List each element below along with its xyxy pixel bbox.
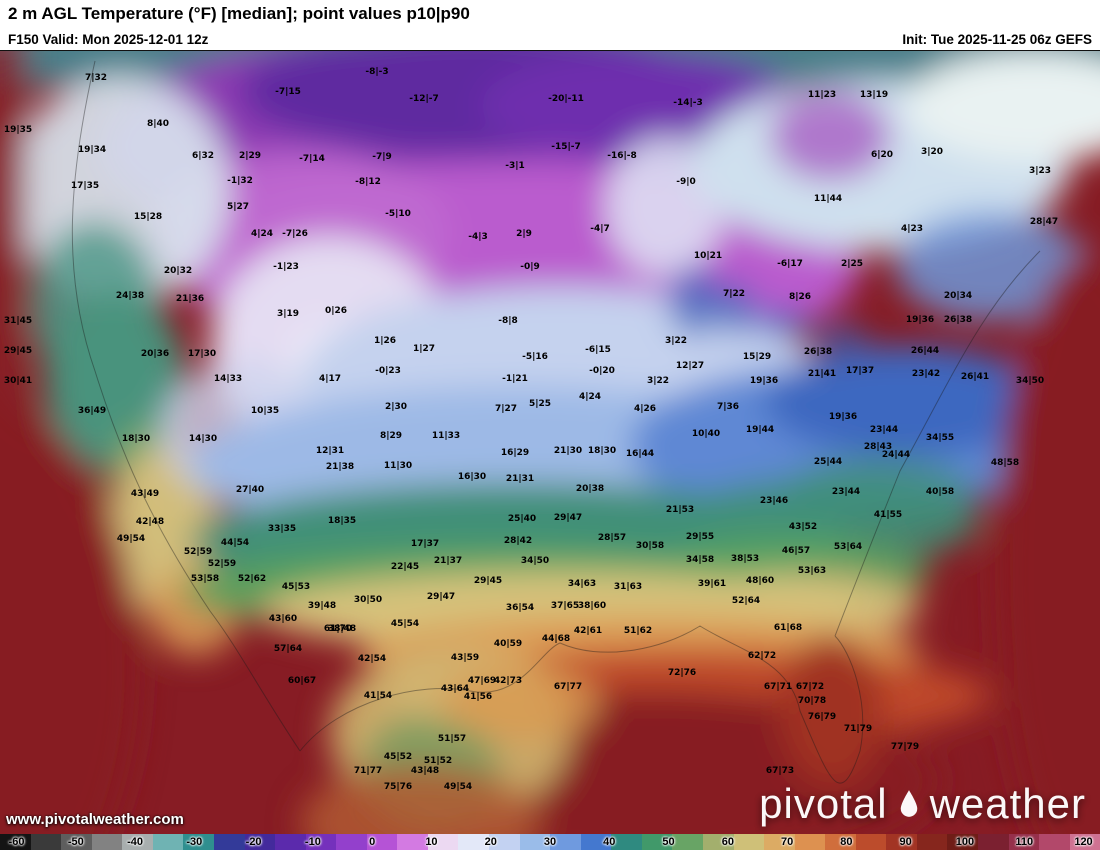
url-watermark: www.pivotalweather.com <box>6 811 184 828</box>
colorbar-segment <box>336 834 367 850</box>
colorbar-segment <box>244 834 276 850</box>
colorbar-segment <box>366 834 398 850</box>
temperature-field <box>0 51 1100 834</box>
subtitle-bar: F150 Valid: Mon 2025-12-01 12z Init: Tue… <box>0 28 1100 51</box>
init-time-label: Init: Tue 2025-11-25 06z GEFS <box>902 31 1092 47</box>
colorbar-segment <box>794 834 826 850</box>
colorbar-segment <box>1039 834 1070 850</box>
colorbar-segments <box>0 834 1100 850</box>
colorbar-segment <box>855 834 887 850</box>
colorbar-segment <box>825 834 856 850</box>
colorbar-segment <box>489 834 520 850</box>
colorbar-segment <box>550 834 581 850</box>
colorbar-segment <box>61 834 92 850</box>
colorbar-segment <box>611 834 642 850</box>
colorbar-segment <box>519 834 551 850</box>
colorbar-segment <box>1008 834 1040 850</box>
colorbar-segment <box>702 834 734 850</box>
valid-time-label: F150 Valid: Mon 2025-12-01 12z <box>8 31 209 47</box>
colorbar-segment <box>580 834 612 850</box>
titlebar: 2 m AGL Temperature (°F) [median]; point… <box>0 0 1100 28</box>
colorbar-segment <box>0 834 31 850</box>
map-canvas[interactable] <box>0 51 1100 834</box>
colorbar-segment <box>672 834 703 850</box>
colorbar-segment <box>213 834 245 850</box>
colorbar-segment <box>183 834 214 850</box>
page-title: 2 m AGL Temperature (°F) [median]; point… <box>8 4 470 23</box>
colorbar-segment <box>397 834 428 850</box>
colorbar-segment <box>764 834 795 850</box>
colorbar-segment <box>916 834 948 850</box>
colorbar-segment <box>641 834 673 850</box>
colorbar-segment <box>152 834 184 850</box>
colorbar-segment <box>733 834 765 850</box>
colorbar-segment <box>458 834 489 850</box>
brand-watermark: pivotal weather <box>759 780 1086 828</box>
colorbar-segment <box>1069 834 1100 850</box>
colorbar-segment <box>427 834 459 850</box>
brand-word-weather: weather <box>929 780 1086 827</box>
colorbar-segment <box>886 834 917 850</box>
colorbar-segment <box>978 834 1009 850</box>
colorbar-segment <box>947 834 978 850</box>
colorbar-segment <box>305 834 337 850</box>
colorbar-segment <box>30 834 62 850</box>
colorbar-segment <box>275 834 306 850</box>
colorbar-segment <box>91 834 123 850</box>
droplet-icon <box>898 789 920 819</box>
colorbar-segment <box>122 834 153 850</box>
brand-word-pivotal: pivotal <box>759 780 888 827</box>
